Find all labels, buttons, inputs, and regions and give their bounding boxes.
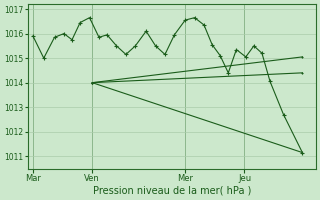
X-axis label: Pression niveau de la mer( hPa ): Pression niveau de la mer( hPa ) (92, 186, 251, 196)
